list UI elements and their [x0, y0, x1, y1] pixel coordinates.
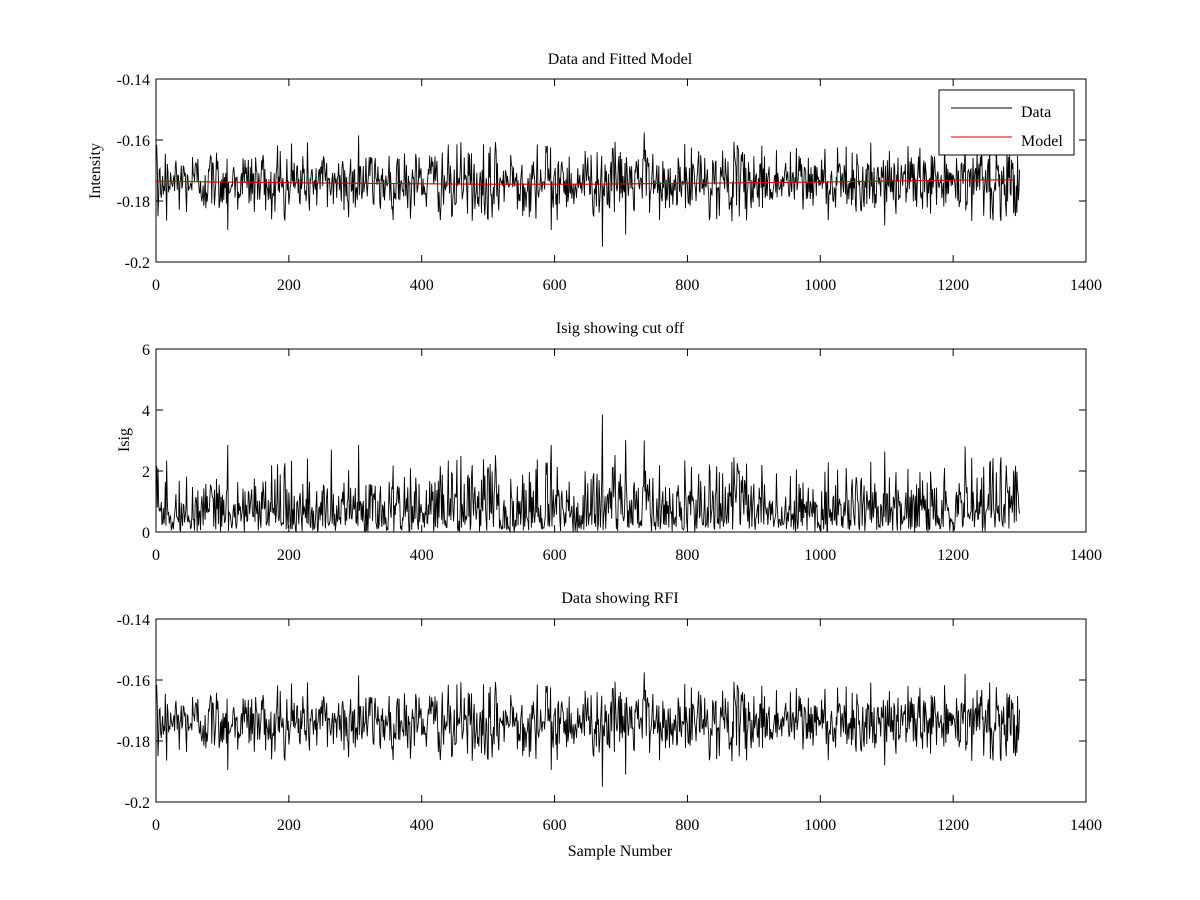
y-tick-label: 4	[142, 403, 150, 420]
x-tick-label: 1000	[804, 817, 836, 834]
y-tick-label: -0.18	[117, 734, 150, 751]
subplot-1-title: Data and Fitted Model	[548, 51, 693, 68]
x-tick-label: 400	[410, 277, 434, 294]
x-tick-label: 1200	[937, 817, 969, 834]
series-data-line	[156, 132, 1021, 247]
series-isig-line	[156, 414, 1021, 533]
subplot-2-axes-box	[155, 348, 1087, 533]
x-tick-label: 200	[277, 547, 301, 564]
x-tick-label: 1000	[804, 277, 836, 294]
y-tick-label: -0.14	[117, 72, 150, 89]
x-tick-label: 1400	[1070, 547, 1102, 564]
legend-model-label: Model	[1021, 133, 1063, 150]
legend-data-label: Data	[1021, 104, 1051, 121]
x-tick-label: 1400	[1070, 817, 1102, 834]
subplot-2-title: Isig showing cut off	[556, 320, 685, 337]
subplot-1-plot-area: 0 200 400 600 800 1000 1200 1400 -0.2 -0.18 -0.16 -…	[117, 72, 1102, 294]
x-tick-label: 600	[543, 817, 567, 834]
subplot-2-ylabel: Isig	[116, 428, 133, 452]
x-tick-label: 1200	[937, 547, 969, 564]
y-tick-label: -0.2	[125, 255, 150, 272]
series-rfi-data-line	[156, 672, 1021, 787]
x-tick-label: 600	[543, 277, 567, 294]
y-tick-label: 6	[142, 342, 150, 359]
x-tick-label: 200	[277, 817, 301, 834]
y-tick-label: -0.18	[117, 194, 150, 211]
subplot-1-axes-box	[155, 78, 1087, 263]
x-tick-label: 200	[277, 277, 301, 294]
x-tick-label: 400	[410, 547, 434, 564]
y-tick-label: -0.16	[117, 133, 150, 150]
subplot-1-ylabel: Intensity	[87, 143, 104, 199]
subplot-3-axes-box	[155, 618, 1087, 803]
x-tick-label: 0	[152, 547, 160, 564]
x-tick-label: 1000	[804, 547, 836, 564]
x-tick-label: 0	[152, 277, 160, 294]
x-tick-label: 600	[543, 547, 567, 564]
x-tick-label: 1200	[937, 277, 969, 294]
series-model-line	[156, 179, 1014, 185]
x-axis-label: Sample Number	[568, 843, 673, 860]
x-tick-label: 800	[675, 817, 699, 834]
subplot-data-and-fitted-model: Data and Fitted Model Intensity 0 200 400 6…	[87, 51, 1102, 294]
x-tick-label: 400	[410, 817, 434, 834]
y-tick-label: -0.16	[117, 673, 150, 690]
subplot-data-showing-rfi: Data showing RFI 0 200 400 600 800 1000 1200 14…	[117, 590, 1102, 860]
subplot-2-plot-area: 0 200 400 600 800 1000 1200 1400 0 2 4 6	[142, 342, 1102, 564]
subplot-isig-showing-cut-off: Isig showing cut off Isig 0 200 400 600 800 1…	[116, 320, 1102, 564]
subplot-3-plot-area: 0 200 400 600 800 1000 1200 1400 -0.2 -0.18 -0.16 -…	[117, 612, 1102, 834]
x-tick-label: 0	[152, 817, 160, 834]
legend-box	[938, 89, 1075, 156]
legend: Data Model	[938, 89, 1075, 156]
x-tick-label: 800	[675, 277, 699, 294]
x-tick-label: 800	[675, 547, 699, 564]
y-tick-label: 2	[142, 464, 150, 481]
y-tick-label: 0	[142, 525, 150, 542]
subplot-3-title: Data showing RFI	[561, 590, 678, 607]
y-tick-label: -0.14	[117, 612, 150, 629]
x-tick-label: 1400	[1070, 277, 1102, 294]
y-tick-label: -0.2	[125, 795, 150, 812]
